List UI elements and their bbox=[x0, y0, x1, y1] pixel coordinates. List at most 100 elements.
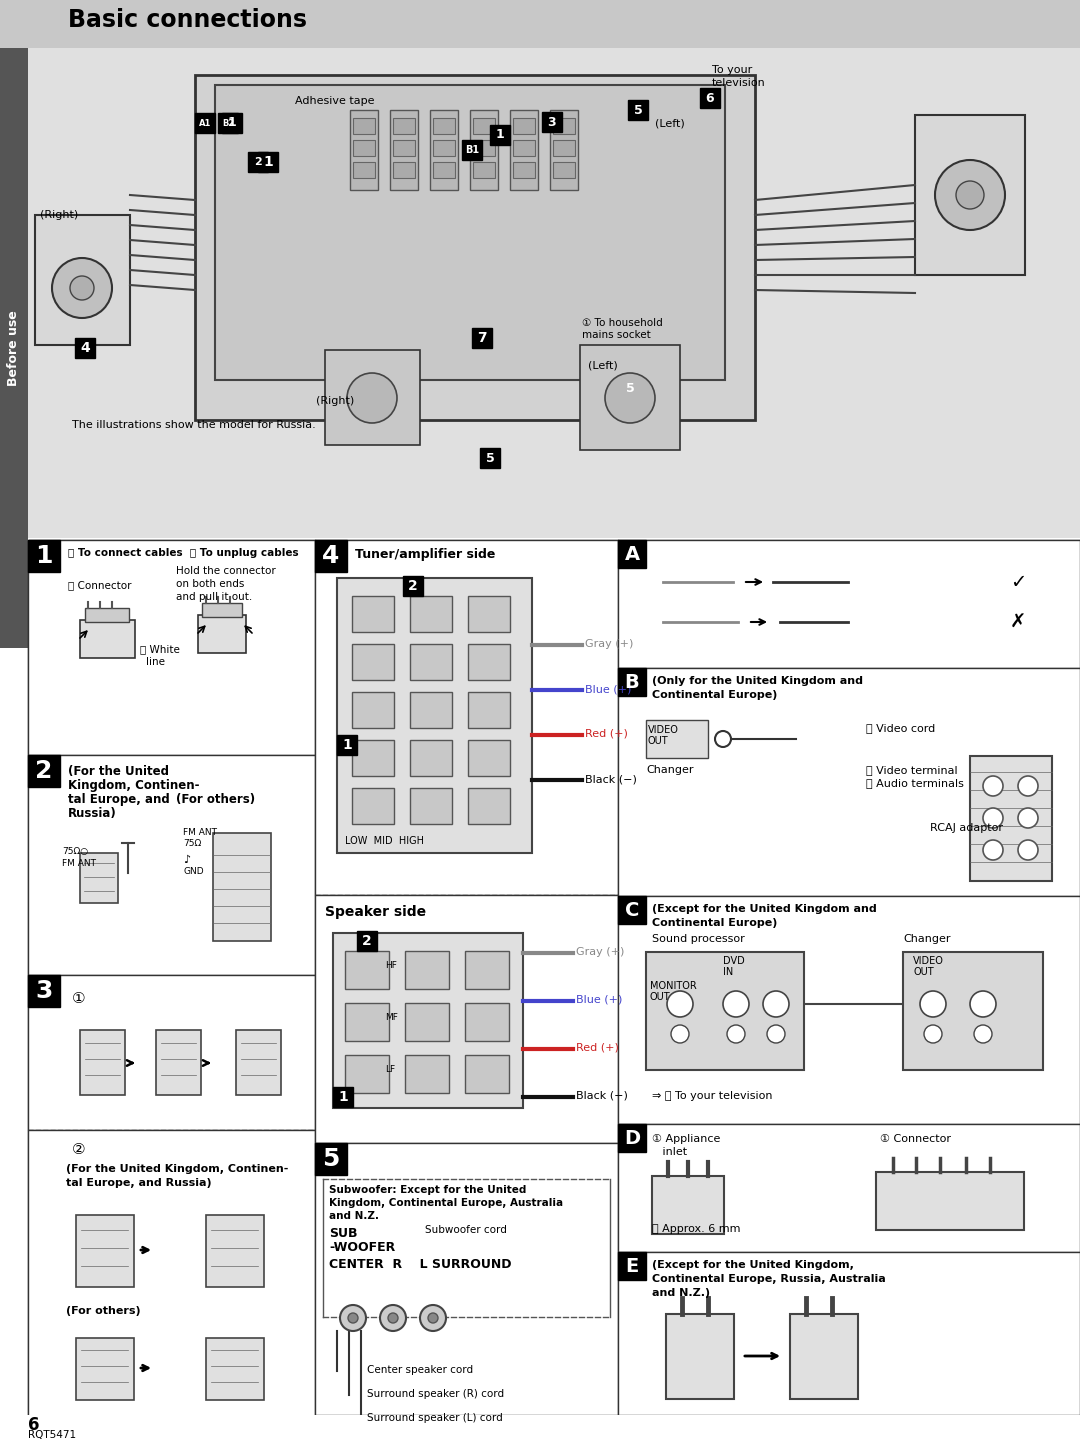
Text: Surround speaker (L) cord: Surround speaker (L) cord bbox=[367, 1414, 503, 1424]
Bar bbox=[465, 1003, 509, 1040]
Text: Changer: Changer bbox=[903, 934, 950, 944]
Bar bbox=[352, 692, 394, 728]
Text: OUT: OUT bbox=[913, 967, 933, 977]
Bar bbox=[513, 118, 535, 134]
Bar bbox=[195, 112, 215, 133]
Bar bbox=[700, 88, 720, 108]
Text: (For the United: (For the United bbox=[68, 765, 168, 778]
Text: -WOOFER: -WOOFER bbox=[329, 1241, 395, 1254]
Bar bbox=[618, 669, 646, 696]
Circle shape bbox=[1018, 777, 1038, 795]
Text: VIDEO: VIDEO bbox=[913, 955, 944, 965]
Circle shape bbox=[924, 1025, 942, 1043]
Bar bbox=[646, 953, 804, 1071]
Bar bbox=[618, 540, 1080, 669]
Circle shape bbox=[974, 1025, 993, 1043]
Bar bbox=[198, 615, 246, 653]
Text: line: line bbox=[146, 657, 165, 667]
Circle shape bbox=[970, 991, 996, 1017]
Bar bbox=[473, 140, 495, 156]
Text: 2: 2 bbox=[254, 157, 261, 167]
Bar bbox=[627, 99, 648, 120]
Text: 5: 5 bbox=[625, 382, 634, 395]
Bar bbox=[333, 932, 523, 1108]
Bar bbox=[410, 597, 453, 633]
Circle shape bbox=[388, 1313, 399, 1323]
Circle shape bbox=[340, 1306, 366, 1331]
Bar bbox=[156, 1030, 201, 1095]
Bar bbox=[970, 757, 1052, 880]
Text: 3: 3 bbox=[36, 978, 53, 1003]
Bar bbox=[618, 540, 646, 568]
Text: 5: 5 bbox=[486, 451, 495, 464]
Bar bbox=[915, 115, 1025, 275]
Text: ⓐ To connect cables  ⓓ To unplug cables: ⓐ To connect cables ⓓ To unplug cables bbox=[68, 548, 299, 558]
Text: GND: GND bbox=[183, 867, 204, 876]
Text: ⓒ White: ⓒ White bbox=[140, 644, 180, 654]
Bar bbox=[28, 540, 315, 755]
Bar bbox=[480, 448, 500, 468]
Bar bbox=[0, 48, 28, 648]
Text: (Except for the United Kingdom and: (Except for the United Kingdom and bbox=[652, 904, 877, 914]
Bar bbox=[28, 976, 60, 1007]
Bar bbox=[237, 1030, 281, 1095]
Text: LF: LF bbox=[384, 1065, 395, 1074]
Text: 7: 7 bbox=[477, 331, 487, 344]
Text: 2: 2 bbox=[36, 759, 53, 782]
Bar bbox=[553, 161, 575, 179]
Bar bbox=[620, 378, 640, 398]
Bar bbox=[35, 215, 130, 344]
Bar bbox=[433, 140, 455, 156]
Circle shape bbox=[667, 991, 693, 1017]
Circle shape bbox=[935, 160, 1005, 231]
Text: mains socket: mains socket bbox=[582, 330, 651, 340]
Bar bbox=[490, 125, 510, 146]
Text: 1: 1 bbox=[342, 738, 352, 752]
Circle shape bbox=[380, 1306, 406, 1331]
Bar bbox=[405, 1003, 449, 1040]
Text: B1: B1 bbox=[464, 146, 480, 156]
Text: Russia): Russia) bbox=[68, 807, 117, 820]
Bar bbox=[462, 140, 482, 160]
Text: 2: 2 bbox=[408, 579, 418, 594]
Text: tal Europe, and: tal Europe, and bbox=[68, 793, 170, 806]
Text: (Left): (Left) bbox=[588, 360, 618, 370]
Text: The illustrations show the model for Russia.: The illustrations show the model for Rus… bbox=[72, 419, 315, 429]
Text: ✗: ✗ bbox=[1010, 612, 1026, 631]
Bar bbox=[202, 602, 242, 617]
Text: ⇒ ⓔ To your television: ⇒ ⓔ To your television bbox=[652, 1091, 772, 1101]
Text: Speaker side: Speaker side bbox=[325, 905, 427, 919]
Text: Blue (+): Blue (+) bbox=[585, 684, 632, 695]
Bar bbox=[510, 110, 538, 190]
Bar bbox=[433, 161, 455, 179]
Text: B2: B2 bbox=[221, 118, 234, 127]
Text: (Only for the United Kingdom and: (Only for the United Kingdom and bbox=[652, 676, 863, 686]
Bar bbox=[405, 951, 449, 989]
Bar bbox=[433, 118, 455, 134]
Text: (Left): (Left) bbox=[654, 118, 685, 128]
Circle shape bbox=[956, 182, 984, 209]
Circle shape bbox=[605, 373, 654, 424]
Bar bbox=[468, 597, 510, 633]
Bar bbox=[473, 161, 495, 179]
Text: MF: MF bbox=[384, 1013, 397, 1022]
Text: (Right): (Right) bbox=[316, 396, 354, 406]
Text: inlet: inlet bbox=[652, 1147, 687, 1157]
Text: 75Ω○: 75Ω○ bbox=[62, 847, 89, 856]
Bar bbox=[353, 161, 375, 179]
Bar bbox=[513, 140, 535, 156]
Bar bbox=[76, 1339, 134, 1401]
Bar bbox=[410, 741, 453, 777]
Bar bbox=[345, 1055, 389, 1094]
Bar bbox=[315, 540, 618, 895]
Text: 6: 6 bbox=[28, 1417, 40, 1434]
Bar bbox=[28, 540, 1080, 1415]
Text: 1: 1 bbox=[264, 156, 273, 169]
Bar bbox=[248, 151, 268, 171]
Text: LOW  MID  HIGH: LOW MID HIGH bbox=[345, 836, 424, 846]
Bar bbox=[666, 1314, 734, 1399]
Text: SUB: SUB bbox=[329, 1226, 357, 1241]
Text: 4: 4 bbox=[80, 342, 90, 354]
Bar bbox=[28, 976, 315, 1130]
Text: C: C bbox=[625, 901, 639, 919]
